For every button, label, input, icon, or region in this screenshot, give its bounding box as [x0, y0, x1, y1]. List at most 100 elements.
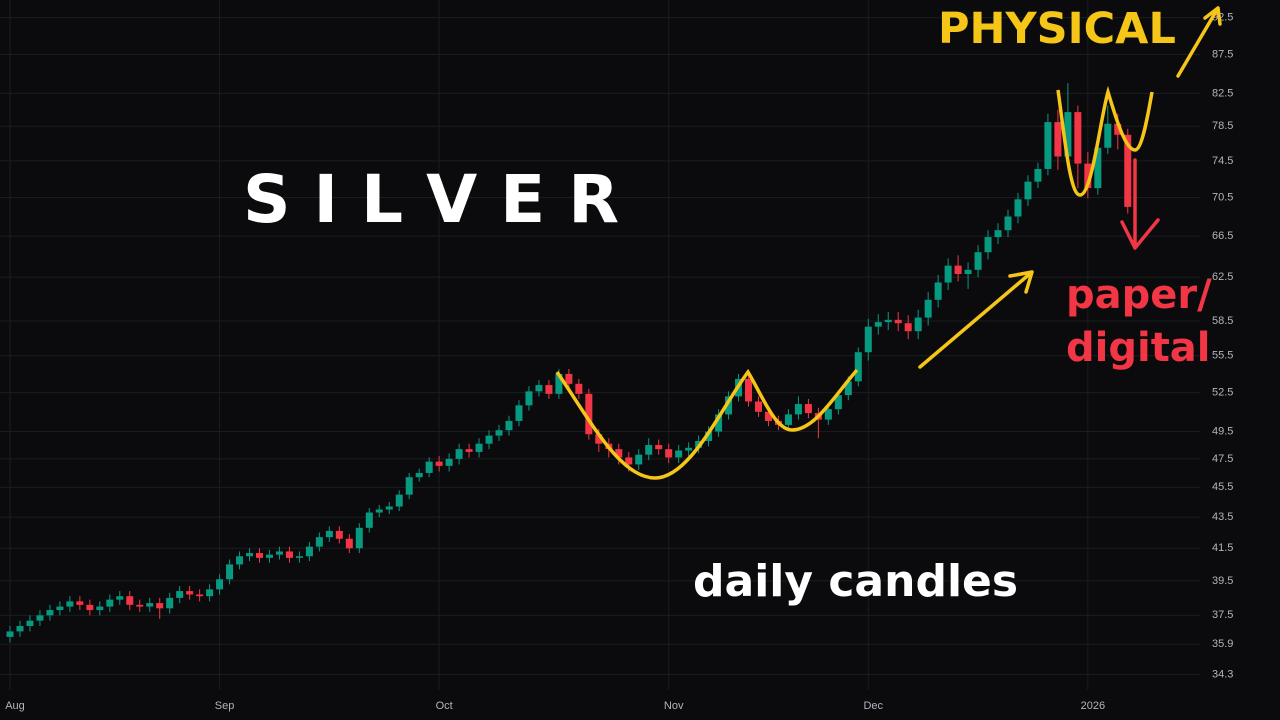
- candle-body: [1054, 122, 1062, 157]
- x-tick-label: Dec: [863, 700, 883, 712]
- candle-body: [355, 527, 363, 549]
- y-tick-label: 45.5: [1212, 481, 1233, 493]
- candle-body: [146, 603, 154, 607]
- candle-body: [325, 530, 333, 538]
- digital-label: digital: [1066, 325, 1211, 371]
- x-tick-label: Sep: [215, 700, 235, 712]
- candle-body: [535, 385, 543, 392]
- candle-body: [715, 414, 723, 432]
- candle-body: [944, 265, 952, 283]
- y-tick-label: 74.5: [1212, 155, 1233, 167]
- y-tick-label: 70.5: [1212, 191, 1233, 203]
- candle-body: [36, 615, 44, 621]
- candle-body: [425, 461, 433, 473]
- candle-body: [345, 538, 353, 549]
- grid: [0, 0, 1200, 690]
- candle-body: [295, 556, 303, 558]
- candle-body: [725, 396, 733, 415]
- candle-body: [924, 299, 932, 318]
- candle-body: [1024, 181, 1032, 200]
- candle-body: [455, 449, 463, 459]
- cup-curve: [555, 368, 859, 480]
- candle-body: [475, 443, 483, 452]
- candle-body: [246, 553, 254, 557]
- physical-arrow: [1176, 6, 1222, 78]
- y-tick-label: 58.5: [1212, 315, 1233, 327]
- candle-body: [275, 551, 283, 555]
- candle-body: [1074, 112, 1082, 164]
- candle-body: [1084, 163, 1092, 189]
- candle-body: [645, 445, 653, 455]
- y-tick-label: 47.5: [1212, 453, 1233, 465]
- candle-body: [984, 237, 992, 253]
- y-tick-label: 82.5: [1212, 87, 1233, 99]
- candle-body: [515, 405, 523, 421]
- candle-body: [844, 381, 852, 396]
- x-tick-label: Nov: [664, 700, 684, 712]
- candle-body: [794, 404, 802, 415]
- candle-body: [485, 435, 493, 444]
- candle-body: [216, 579, 224, 590]
- candle-body: [76, 601, 84, 605]
- candle-body: [1064, 112, 1072, 157]
- candle-body: [226, 564, 234, 580]
- candle-body: [1104, 123, 1112, 148]
- candle-body: [405, 477, 413, 495]
- candle-body: [595, 434, 603, 444]
- candle-body: [1094, 147, 1102, 189]
- candle-body: [755, 401, 762, 412]
- candle-body: [764, 411, 772, 421]
- y-tick-label: 41.5: [1212, 542, 1233, 554]
- down-arrow: [1120, 158, 1160, 250]
- candle-body: [56, 606, 64, 611]
- candle-body: [6, 631, 14, 637]
- candle-body: [285, 551, 293, 558]
- candle-body: [186, 591, 194, 595]
- y-tick-label: 35.9: [1212, 638, 1233, 650]
- candle-body: [585, 393, 593, 435]
- candle-body: [26, 620, 34, 627]
- y-tick-label: 43.5: [1212, 511, 1233, 523]
- x-tick-label: Aug: [5, 700, 25, 712]
- w-curve: [1056, 85, 1154, 197]
- candle-body: [964, 269, 972, 275]
- candle-body: [994, 230, 1002, 238]
- y-tick-label: 34.3: [1212, 668, 1233, 680]
- candle-body: [136, 604, 144, 607]
- candle-body: [934, 282, 942, 300]
- up-arrow: [918, 270, 1034, 369]
- x-tick-label: Oct: [436, 700, 453, 712]
- title: S I L V E R: [243, 161, 619, 238]
- candle-body: [665, 449, 673, 458]
- candle-body: [116, 596, 124, 600]
- y-tick-label: 78.5: [1212, 120, 1233, 132]
- candle-body: [525, 391, 533, 406]
- y-tick-label: 37.5: [1212, 609, 1233, 621]
- candle-body: [206, 589, 214, 597]
- candle-body: [166, 597, 174, 609]
- candle-body: [86, 604, 94, 611]
- candles: [6, 83, 1132, 643]
- y-tick-label: 66.5: [1212, 230, 1233, 242]
- candle-body: [1034, 168, 1042, 182]
- candle-body: [1114, 123, 1122, 135]
- axes: 34.3 35.9 37.5 39.5 41.5 43.5 45.5 47.5 49.5 52.5…: [5, 12, 1233, 712]
- candle-body: [495, 430, 503, 436]
- candle-body: [375, 509, 383, 513]
- y-tick-label: 39.5: [1212, 575, 1233, 587]
- candle-body: [974, 252, 982, 270]
- candle-body: [66, 601, 74, 607]
- candle-body: [176, 591, 184, 598]
- candle-body: [1044, 122, 1052, 169]
- y-tick-label: 87.5: [1212, 48, 1233, 60]
- candle-body: [395, 494, 403, 507]
- candle-body: [315, 537, 323, 547]
- candle-body: [415, 472, 423, 478]
- y-tick-label: 55.5: [1212, 350, 1233, 362]
- candle-body: [705, 431, 713, 441]
- candle-body: [545, 385, 553, 394]
- candle-body: [435, 461, 443, 466]
- candle-body: [635, 454, 643, 465]
- x-tick-label: 2026: [1081, 700, 1105, 712]
